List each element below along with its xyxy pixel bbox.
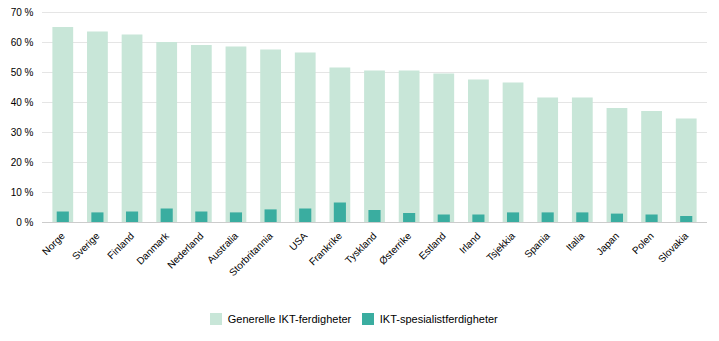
svg-text:Sverige: Sverige bbox=[70, 230, 102, 262]
svg-text:Slovakia: Slovakia bbox=[656, 230, 691, 265]
svg-text:Storbritannia: Storbritannia bbox=[227, 230, 275, 278]
svg-text:Australia: Australia bbox=[205, 230, 241, 266]
svg-text:Japan: Japan bbox=[594, 230, 621, 257]
svg-text:Tsjekkia: Tsjekkia bbox=[484, 230, 517, 263]
html-text:IKT-spesialistferdigheter: IKT-spesialistferdigheter bbox=[379, 312, 498, 325]
svg-text:Estland: Estland bbox=[417, 230, 448, 261]
svg-text:Tyskland: Tyskland bbox=[343, 230, 379, 266]
svg-text:10 %: 10 % bbox=[11, 187, 34, 198]
html-text:Generelle IKT-ferdigheter: Generelle IKT-ferdigheter bbox=[227, 312, 352, 325]
svg-text:0 %: 0 % bbox=[16, 217, 33, 228]
svg-text:Italia: Italia bbox=[564, 230, 587, 253]
svg-text:Nederland: Nederland bbox=[165, 230, 205, 270]
svg-text:Polen: Polen bbox=[630, 230, 656, 256]
svg-text:Finland: Finland bbox=[105, 230, 136, 261]
svg-text:Irland: Irland bbox=[457, 230, 482, 255]
svg-text:30 %: 30 % bbox=[11, 127, 34, 138]
svg-text:60 %: 60 % bbox=[11, 37, 34, 48]
svg-text:Danmark: Danmark bbox=[134, 230, 171, 267]
svg-text:70 %: 70 % bbox=[11, 7, 34, 18]
svg-text:40 %: 40 % bbox=[11, 97, 34, 108]
svg-text:Spania: Spania bbox=[522, 230, 552, 260]
svg-text:20 %: 20 % bbox=[11, 157, 34, 168]
svg-text:Østerrike: Østerrike bbox=[377, 230, 414, 267]
svg-text:50 %: 50 % bbox=[11, 67, 34, 78]
svg-text:USA: USA bbox=[287, 230, 310, 253]
svg-text:Frankrike: Frankrike bbox=[307, 230, 345, 268]
svg-text:Norge: Norge bbox=[40, 230, 67, 257]
